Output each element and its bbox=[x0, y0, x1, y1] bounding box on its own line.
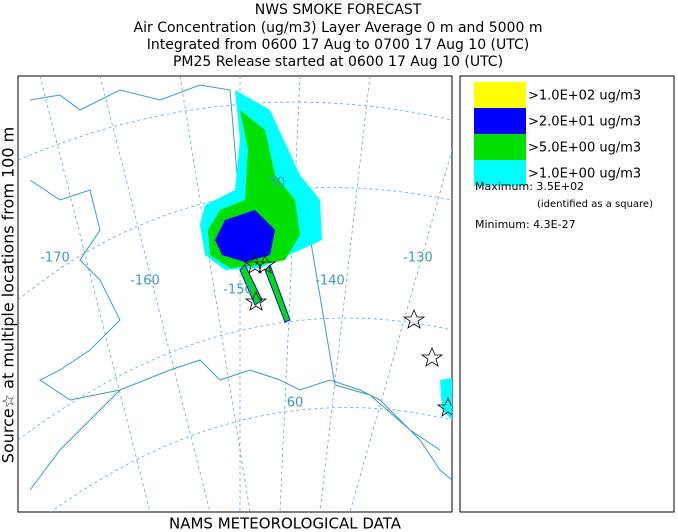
legend-swatch bbox=[474, 134, 526, 160]
smoke-2e1 bbox=[215, 210, 275, 262]
smoke-tail bbox=[239, 264, 291, 323]
subtitle: PM25 Release started at 0600 17 Aug 10 (… bbox=[173, 54, 503, 70]
legend-swatch bbox=[474, 108, 526, 134]
map: -170 -160 -150 -140 -130 70 60 bbox=[17, 75, 453, 513]
subtitle: Air Concentration (ug/m3) Layer Average … bbox=[134, 20, 543, 36]
map-label: -140 bbox=[315, 274, 345, 289]
coastline bbox=[29, 84, 452, 491]
legend: >1.0E+02 ug/m3 >2.0E+01 ug/m3 >5.0E+00 u… bbox=[459, 75, 675, 513]
legend-swatch bbox=[474, 82, 526, 108]
map-label: -130 bbox=[403, 251, 433, 266]
side-label: Source☆ at multiple locations from 100 m bbox=[0, 127, 18, 463]
map-label: 70 bbox=[269, 176, 286, 191]
map-label: -160 bbox=[130, 274, 160, 289]
smoke-se bbox=[440, 378, 452, 420]
graticule bbox=[18, 101, 452, 512]
graticule bbox=[39, 76, 452, 512]
legend-frame bbox=[459, 75, 675, 513]
legend-label: >1.0E+02 ug/m3 bbox=[528, 89, 641, 104]
legend-minimum: Minimum: 4.3E-27 bbox=[475, 218, 576, 231]
source-stars bbox=[243, 253, 452, 417]
legend-note: (identified as a square) bbox=[537, 199, 653, 210]
legend-label: >1.0E+00 ug/m3 bbox=[528, 167, 641, 182]
map-label: 60 bbox=[287, 396, 304, 411]
legend-maximum: Maximum: 3.5E+02 bbox=[475, 180, 584, 193]
map-label: -150 bbox=[223, 283, 253, 298]
legend-label: >5.0E+00 ug/m3 bbox=[528, 141, 641, 156]
subtitle: Integrated from 0600 17 Aug to 0700 17 A… bbox=[147, 37, 530, 53]
legend-swatch bbox=[474, 160, 526, 186]
legend-label: >2.0E+01 ug/m3 bbox=[528, 115, 641, 130]
footer: NAMS METEOROLOGICAL DATA bbox=[169, 515, 402, 532]
map-label: -170 bbox=[40, 251, 70, 266]
title: NWS SMOKE FORECAST bbox=[255, 2, 422, 18]
